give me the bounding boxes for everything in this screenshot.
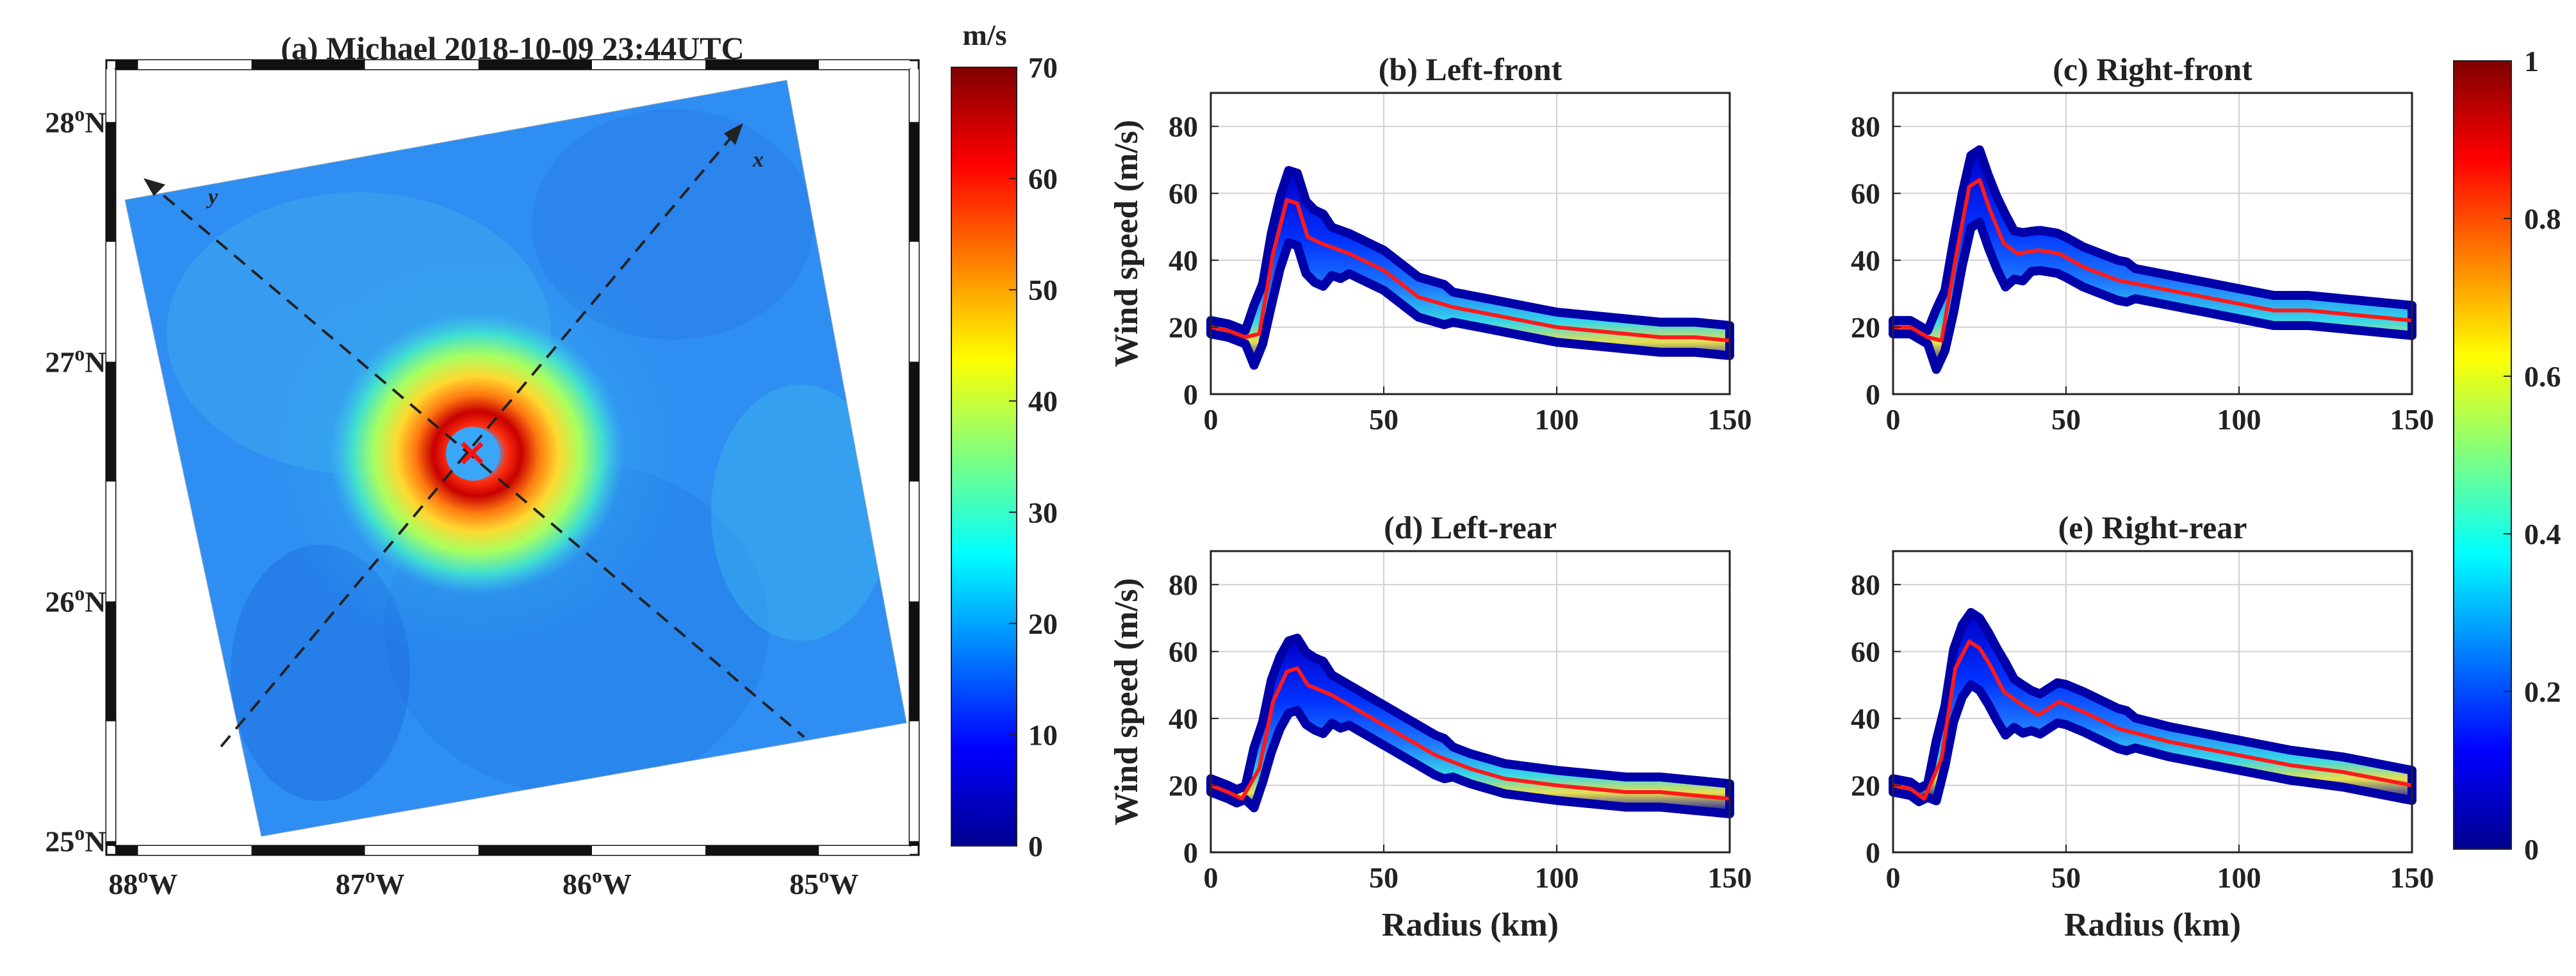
density-colorbar-tick: 0 — [2524, 833, 2539, 866]
y-tick-label: 0 — [1183, 378, 1198, 411]
panel-a: (a) Michael 2018-10-09 23:44UTC x y — [45, 19, 1058, 900]
wind-colorbar-tick: 10 — [1028, 718, 1058, 751]
y-tick-label: 20 — [1851, 770, 1880, 802]
x-tick-label: 0 — [1886, 861, 1901, 894]
wind-colorbar-unit: m/s — [963, 19, 1007, 51]
x-tick-label: 0 — [1204, 861, 1218, 894]
panel-title: (b) Left-front — [1379, 51, 1563, 87]
plot-frame — [1892, 550, 2413, 854]
storm-center-marker — [461, 442, 484, 465]
y-tick-label: 60 — [1851, 178, 1880, 210]
profile-panel: 0 50 100 150 0 20 40 60 80 (b) Left-front Wind spe… — [1108, 51, 1752, 436]
mean-profile-line — [1210, 666, 1730, 801]
wind-colorbar: m/s 0 10 20 30 40 50 60 70 — [951, 19, 1058, 863]
wind-colorbar-tick: 30 — [1028, 496, 1058, 529]
y-tick-label: 20 — [1851, 311, 1880, 344]
y-tick-label: 80 — [1851, 568, 1880, 601]
y-tick-label: 80 — [1169, 568, 1198, 601]
x-tick-label: 50 — [2051, 403, 2081, 436]
x-tick-label: 150 — [1708, 861, 1752, 894]
y-tick-label: 0 — [1866, 378, 1880, 411]
y-tick-label: 40 — [1851, 244, 1880, 277]
mean-profile-line — [1892, 640, 2413, 801]
panel-title: (e) Right-rear — [2058, 509, 2247, 545]
x-axis-label: Radius (km) — [2064, 907, 2241, 943]
profile-panel: 0 50 100 150 0 20 40 60 80 (c) Right-front — [1851, 51, 2434, 436]
x-tick-label: 50 — [1369, 403, 1399, 436]
panel-title: (d) Left-rear — [1384, 509, 1557, 545]
plot-frame — [1210, 550, 1731, 854]
x-tick-label: 50 — [1369, 861, 1399, 894]
y-tick-label: 40 — [1851, 702, 1880, 735]
y-tick-label: 60 — [1169, 178, 1198, 210]
y-axis-marker: y — [206, 185, 218, 209]
x-axis-line — [220, 126, 741, 748]
profile-panel: 0 50 100 150 0 20 40 60 80 (e) Right-rear Radius (… — [1851, 509, 2434, 943]
wind-colorbar-tick: 60 — [1028, 163, 1058, 195]
density-colorbar-bar — [2453, 60, 2512, 850]
density-colorbar-tick: 0.2 — [2524, 675, 2561, 708]
density-colorbar: 0 0.2 0.4 0.6 0.8 1 — [2453, 45, 2561, 866]
x-axis-label: Radius (km) — [1382, 907, 1559, 943]
wind-colorbar-tick: 20 — [1028, 608, 1058, 640]
map-lat-tick: 27oN — [45, 342, 106, 378]
x-tick-label: 100 — [2217, 861, 2261, 894]
x-tick-label: 100 — [1535, 403, 1579, 436]
map-tick-labels: 88oW 87oW 86oW 85oW 28oN 27oN 26oN 25oN — [45, 102, 858, 900]
map-lon-tick: 85oW — [789, 864, 858, 900]
mean-profile-line — [1210, 198, 1730, 343]
profile-panels: 0 50 100 150 0 20 40 60 80 (b) Left-front Wind spe… — [1108, 51, 2434, 943]
y-tick-label: 20 — [1169, 770, 1198, 802]
y-tick-label: 0 — [1866, 836, 1880, 869]
x-tick-label: 50 — [2051, 861, 2081, 894]
profile-panel: 0 50 100 150 0 20 40 60 80 (d) Left-rear Wind spee… — [1108, 509, 1752, 943]
wind-colorbar-tick: 70 — [1028, 51, 1058, 84]
density-colorbar-tick: 0.4 — [2524, 518, 2561, 550]
y-axis-arrow — [144, 178, 165, 196]
y-tick-label: 40 — [1169, 702, 1198, 735]
map-lon-tick: 88oW — [108, 864, 177, 900]
wind-colorbar-tick: 0 — [1028, 830, 1043, 863]
map-frame — [105, 59, 920, 856]
x-axis-arrow — [724, 123, 743, 145]
y-tick-label: 80 — [1851, 110, 1880, 143]
y-axis-label: Wind speed (m/s) — [1108, 120, 1145, 367]
density-colorbar-tick: 0.6 — [2524, 360, 2561, 393]
y-tick-label: 60 — [1851, 636, 1880, 668]
wind-colorbar-tick: 50 — [1028, 274, 1058, 306]
x-tick-label: 150 — [2390, 861, 2434, 894]
y-tick-label: 60 — [1169, 636, 1198, 668]
density-colorbar-tick: 0.8 — [2524, 203, 2561, 235]
x-axis-marker: x — [752, 148, 764, 172]
x-tick-label: 100 — [1535, 861, 1579, 894]
panel-title: (c) Right-front — [2053, 51, 2252, 87]
x-tick-label: 150 — [2390, 403, 2434, 436]
plot-frame — [1210, 92, 1731, 395]
y-axis-line — [145, 179, 805, 738]
x-tick-label: 0 — [1204, 403, 1218, 436]
density-colorbar-tick: 1 — [2524, 45, 2539, 78]
wind-colorbar-bar — [951, 67, 1017, 847]
y-axis-label: Wind speed (m/s) — [1108, 578, 1145, 825]
map-lat-tick: 25oN — [45, 822, 106, 858]
map-lat-tick: 28oN — [45, 102, 106, 138]
wind-colorbar-tick: 40 — [1028, 385, 1058, 418]
map-lon-tick: 86oW — [562, 864, 632, 900]
x-tick-label: 150 — [1708, 403, 1752, 436]
mean-profile-line — [1893, 178, 2413, 343]
y-tick-label: 20 — [1169, 311, 1198, 344]
x-tick-label: 100 — [2217, 403, 2261, 436]
y-tick-label: 80 — [1169, 110, 1198, 143]
y-tick-label: 40 — [1169, 244, 1198, 277]
plot-frame — [1892, 92, 2413, 395]
x-tick-label: 0 — [1886, 403, 1901, 436]
map-lon-tick: 87oW — [336, 864, 405, 900]
scatter-density-cloud — [1206, 633, 1734, 818]
y-tick-label: 0 — [1183, 836, 1198, 869]
sar-swath — [125, 80, 907, 836]
map-lat-tick: 26oN — [45, 581, 106, 618]
